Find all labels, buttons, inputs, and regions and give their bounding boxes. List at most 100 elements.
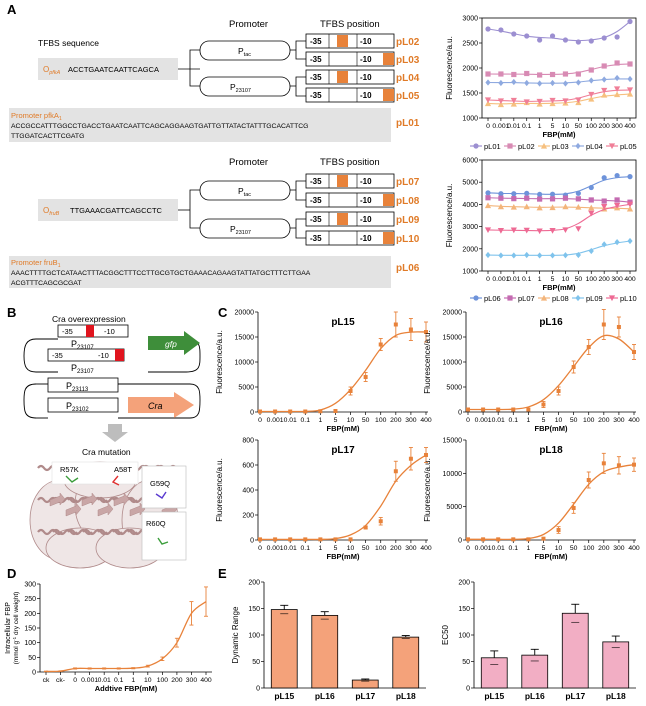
d-xtick-label-1: ck- [56,677,65,684]
panel-a-bottom-constructs: -35 -10 pL07 -35 -10 pL08 -35 -10 pL09 -35 -10 pL10 [305,173,420,246]
a-bot-ylabel: Fluorescence/a.u. [445,184,454,248]
c-pl18-xtick-label-9: 200 [598,545,610,552]
a-top-point-pl05-6 [562,98,569,105]
c-pl16-fit [467,334,635,411]
a-top-point-pl05-1 [497,98,505,105]
c-pl17-xtick-label-10: 300 [405,545,417,552]
a-top-point-pl05-8 [588,91,595,98]
c-pl18-point-9 [601,461,606,466]
c-pl15-ytick-label-0: 0 [250,410,254,417]
c-pl16-point-5 [541,402,546,407]
c-pl17-point-6 [348,537,353,542]
c-pl16-xtick-label-10: 300 [613,417,625,424]
a-bot-fit-pl10 [487,203,631,232]
a-bot-xtick-label-0: 0 [486,276,490,283]
c-pl17-point-9 [393,469,398,474]
c-pl17-xtick-label-6: 10 [347,545,355,552]
d-ylabel-line2: (mmol g-1 dry cell weight) [12,592,20,665]
c-pl17-point-11 [424,453,428,457]
a-top-ytick-label-1: 1500 [462,91,478,98]
native-promoter-frub-seq2: ACGTTTCAGCGCGAT [11,280,81,287]
chart-d-intracellular: 0 50 100 150 200 250 300 ck ck- 0 0.001 0.01 0.1 1 10 1… [5,582,212,693]
gfp-gene-arrow [148,331,200,355]
a-top-xtick-label-5: 5 [551,123,555,130]
a-bot-point-pl08-3 [523,203,530,210]
protein-sheet-0 [49,492,66,507]
a-top-point-pl05-4 [536,98,543,105]
c-pl16-xtick-label-11: 400 [628,417,640,424]
a-bot-point-pl08-2 [510,203,517,210]
d-xtick-label-3: 0.001 [81,677,98,684]
construct-tfbs-pl10 [383,232,394,244]
a-bot-point-pl10-2 [510,227,517,234]
a-top-point-pl01-6 [562,37,569,43]
a-top-ytick-label-0: 1000 [462,116,478,123]
a-bot-xtick-label-10: 300 [611,276,623,283]
c-pl16-xtick-label-2: 0.01 [492,417,505,424]
c-pl15-title: pL15 [331,317,355,328]
a-top-point-pl05-2 [510,97,517,104]
c-pl18-point-8 [586,478,591,482]
a-bot-point-pl09-10 [614,239,620,246]
c-pl18-point-5 [541,536,546,541]
a-top-xtick-label-0: 0 [486,123,490,130]
d-ylabel-line1: Intracellular FBP [5,602,12,654]
a-bot-xtick-label-11: 400 [624,276,636,283]
e-ec50-ytick-label-0: 0 [466,686,470,693]
c-pl16-xtick-label-7: 50 [570,417,578,424]
e-ec50-bar-pl18 [602,641,630,689]
c-pl17-xtick-label-7: 50 [362,545,370,552]
a-top-point-pl02-10 [614,60,620,66]
a-bot-point-pl10-9 [601,204,608,210]
a-bot-point-pl07-6 [562,195,569,201]
a-bot-point-pl08-8 [588,204,595,211]
a-top-xtick-label-8: 100 [586,123,598,130]
c-pl15-point-2 [288,409,293,414]
cra-gene-arrow [128,392,194,418]
a-top-point-pl02-8 [588,67,594,73]
a-bot-point-pl06-3 [524,190,530,196]
c-pl15-point-8 [378,342,383,347]
e-dyn-ytick-label-4: 200 [248,580,260,587]
c-pl17-point-3 [303,537,308,542]
a-bot-point-pl10-4 [536,228,543,235]
c-pl16-point-8 [586,345,591,349]
p23102-box [47,397,119,413]
c-pl15-point-6 [348,389,353,393]
c-pl18-xtick-label-1: 0.001 [475,545,492,552]
a-bot-point-pl09-5 [549,252,556,259]
c-pl18-xtick-label-4: 1 [526,545,530,552]
c-pl15-xtick-label-5: 5 [334,417,338,424]
construct-minus10-pl03: -10 [360,55,372,64]
c-pl15-xtick-label-2: 0.01 [284,417,297,424]
a-bot-point-pl07-4 [537,196,543,202]
a-bot-xtick-label-8: 100 [586,276,598,283]
d-ytick-label-2: 100 [24,640,36,647]
operator-box [38,58,178,80]
c-pl16-ytick-label-2: 10000 [443,360,463,367]
c-pl16-point-4 [526,407,531,412]
a-top-point-pl01-0 [485,26,491,32]
c-pl15-xlabel: FBP(mM) [327,424,360,433]
a-top-point-pl04-8 [588,77,594,84]
c-pl17-ytick-label-2: 400 [242,488,254,495]
c-pl17-ytick-label-1: 200 [242,513,254,520]
a-bot-point-pl07-3 [524,195,530,201]
c-pl17-point-2 [288,537,293,542]
c-pl18-point-7 [571,506,576,510]
construct-minus35-pl08: -35 [310,196,322,205]
a-bot-point-pl10-0 [484,227,492,234]
a-top-point-pl03-8 [588,95,595,102]
c-pl17-xtick-label-0: 0 [258,545,262,552]
a-top-point-pl04-11 [627,75,633,83]
promoter-ptac-bottom [199,180,291,201]
e-ec50-xtick-label-pl17: pL17 [565,691,585,701]
a-bot-ytick-label-1: 2000 [462,246,478,253]
protein-sheet-2 [81,492,98,507]
a-top-point-pl01-1 [498,27,504,33]
a-top-point-pl03-2 [510,100,517,107]
c-pl15-point-11 [424,330,428,334]
a-top-point-pl03-9 [601,91,608,98]
promoter-p23107-top-label: P23107 [230,82,251,94]
